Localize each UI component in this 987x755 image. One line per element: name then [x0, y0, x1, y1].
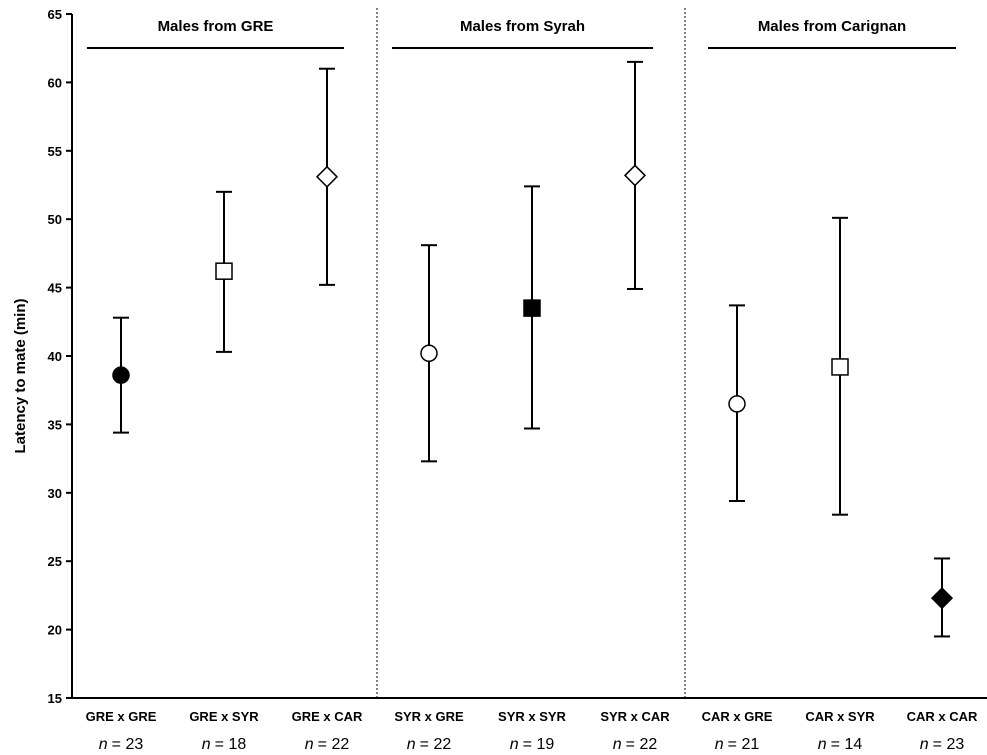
sample-size-symbol: n: [99, 736, 108, 753]
sample-size-label: n = 22: [305, 736, 350, 753]
sample-size-symbol: n: [305, 736, 314, 753]
sample-size-value: = 21: [728, 736, 760, 753]
y-tick-label: 50: [48, 212, 62, 227]
sample-size-value: = 14: [831, 736, 863, 753]
sample-size-label: n = 23: [99, 736, 144, 753]
y-tick-label: 35: [48, 417, 62, 432]
sample-size-value: = 23: [933, 736, 965, 753]
sample-size-symbol: n: [920, 736, 929, 753]
y-axis-label: Latency to mate (min): [12, 298, 29, 453]
marker-square: [831, 358, 849, 376]
y-tick-label: 15: [48, 691, 62, 706]
group-title: Males from GRE: [158, 18, 274, 35]
category-label: GRE x GRE: [86, 709, 157, 724]
category-label: CAR x CAR: [907, 709, 978, 724]
marker-square: [523, 299, 541, 317]
sample-size-label: n = 18: [202, 736, 247, 753]
marker-circle: [112, 366, 130, 384]
sample-size-value: = 22: [318, 736, 350, 753]
group-title: Males from Syrah: [460, 18, 585, 35]
marker-square: [215, 262, 233, 280]
marker-diamond: [930, 587, 954, 610]
sample-size-label: n = 22: [407, 736, 452, 753]
sample-size-label: n = 19: [510, 736, 555, 753]
category-label: SYR x GRE: [394, 709, 464, 724]
category-label: GRE x CAR: [292, 709, 363, 724]
y-tick-label: 60: [48, 75, 62, 90]
sample-size-symbol: n: [613, 736, 622, 753]
sample-size-value: = 23: [112, 736, 144, 753]
y-tick-label: 65: [48, 7, 62, 22]
sample-size-value: = 19: [523, 736, 555, 753]
category-label: GRE x SYR: [189, 709, 259, 724]
sample-size-label: n = 21: [715, 736, 760, 753]
y-tick-label: 45: [48, 281, 62, 296]
sample-size-value: = 18: [215, 736, 247, 753]
sample-size-label: n = 23: [920, 736, 965, 753]
sample-size-value: = 22: [420, 736, 452, 753]
sample-size-symbol: n: [202, 736, 211, 753]
group-titles: Males from GRE Males from Syrah Males from…: [87, 18, 956, 49]
y-tick-label: 55: [48, 144, 62, 159]
marker-diamond: [623, 164, 647, 187]
sample-size-symbol: n: [818, 736, 827, 753]
sample-size-label: n = 22: [613, 736, 658, 753]
category-label: CAR x SYR: [805, 709, 875, 724]
marker-circle: [420, 344, 438, 363]
marker-circle: [728, 395, 746, 413]
group-title: Males from Carignan: [758, 18, 906, 35]
category-label: SYR x CAR: [600, 709, 670, 724]
category-label: CAR x GRE: [702, 709, 773, 724]
sample-size-symbol: n: [510, 736, 519, 753]
sample-size-label: n = 14: [818, 736, 863, 753]
sample-size-value: = 22: [626, 736, 658, 753]
category-label: SYR x SYR: [498, 709, 567, 724]
y-tick-label: 30: [48, 486, 62, 501]
sample-size-symbol: n: [407, 736, 416, 753]
axes: 15 20 25 30 35 40 45 50 55 60 65: [48, 7, 987, 706]
markers: [112, 164, 954, 610]
marker-diamond: [315, 165, 339, 188]
y-tick-label: 40: [48, 349, 62, 364]
error-bars: [113, 60, 950, 638]
y-tick-label: 25: [48, 554, 62, 569]
sample-size-symbol: n: [715, 736, 724, 753]
y-tick-label: 20: [48, 623, 62, 638]
